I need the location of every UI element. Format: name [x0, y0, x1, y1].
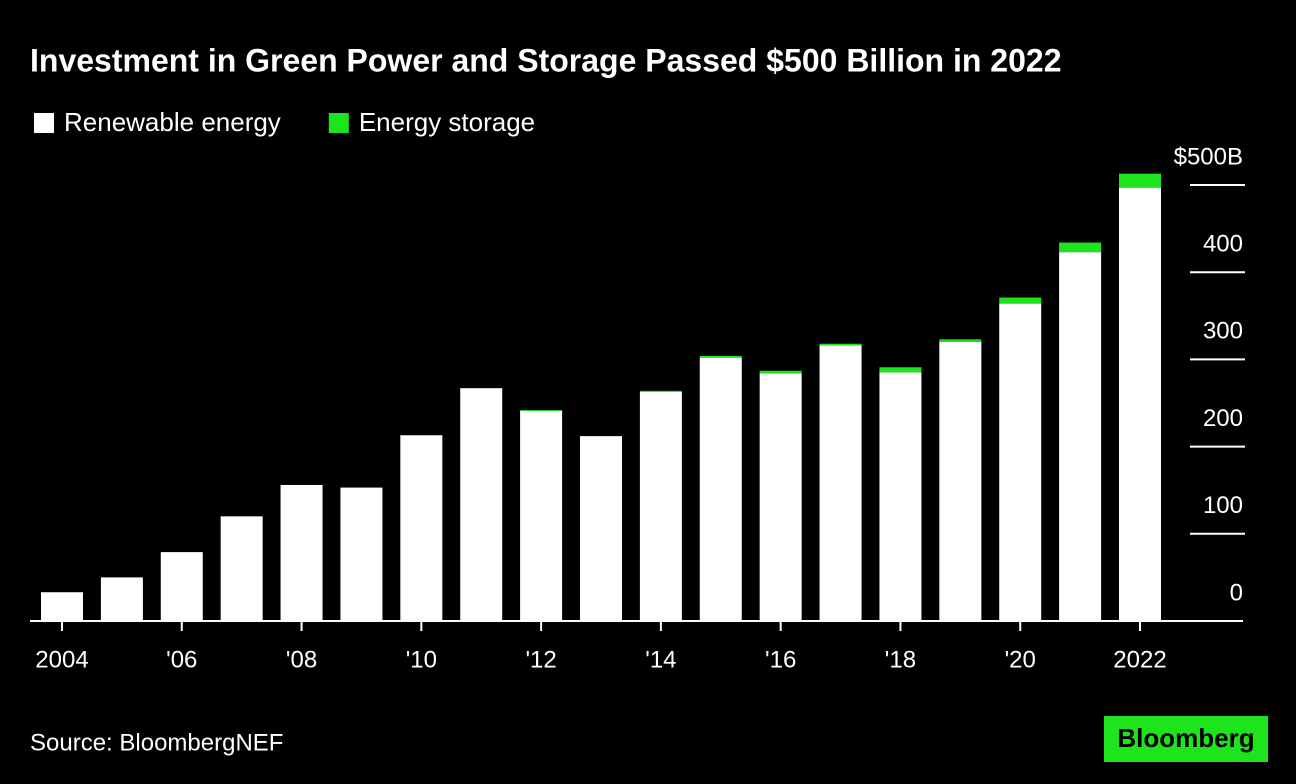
y-tick-label: 100: [1203, 492, 1243, 519]
legend-swatch: [34, 113, 54, 133]
bar-segment: [819, 343, 862, 346]
y-tick-label: 300: [1203, 318, 1243, 345]
bar-segment: [1059, 242, 1102, 253]
y-tick-label: 400: [1203, 231, 1243, 258]
bar-segment: [759, 373, 802, 621]
source: Source: BloombergNEF: [30, 729, 283, 756]
bar-segment: [580, 436, 622, 621]
bar-segment: [41, 592, 83, 621]
bar-segment: [819, 345, 862, 621]
bar-segment: [999, 297, 1042, 304]
bar-segment: [1119, 173, 1161, 188]
bar-segment: [639, 391, 682, 621]
bar-segment: [340, 487, 383, 621]
legend-label: Energy storage: [359, 107, 535, 137]
x-tick-label: '12: [525, 646, 556, 673]
bar-segment: [460, 388, 503, 621]
y-tick-label: $500B: [1174, 143, 1243, 170]
bar-segment: [520, 410, 563, 621]
x-tick-label: '10: [406, 646, 437, 673]
bar-segment: [160, 552, 203, 621]
logo: Bloomberg: [1117, 723, 1254, 753]
x-tick-label: '16: [765, 646, 796, 673]
bar-segment: [939, 339, 982, 342]
x-tick-label: '08: [286, 646, 317, 673]
legend-swatch: [328, 113, 349, 133]
bar-segment: [220, 516, 263, 621]
bar-segment: [400, 435, 443, 621]
x-tick-label: '14: [645, 646, 676, 673]
y-tick-label: 200: [1203, 405, 1243, 432]
chart-title: Investment in Green Power and Storage Pa…: [30, 42, 1061, 78]
x-tick-label: '06: [166, 646, 197, 673]
x-tick-label: 2004: [35, 646, 88, 673]
bar-segment: [879, 367, 922, 373]
x-tick-label: 2022: [1113, 646, 1166, 673]
logo-box: [1104, 716, 1268, 762]
bar-segment: [999, 303, 1042, 621]
bar-segment: [699, 357, 742, 621]
bar-segment: [879, 372, 922, 621]
bar-segment: [100, 577, 143, 621]
x-tick-label: '20: [1005, 646, 1036, 673]
bar-segment: [520, 409, 563, 411]
y-tick-label: 0: [1230, 579, 1243, 606]
legend-label: Renewable energy: [64, 107, 281, 137]
x-tick-label: '18: [885, 646, 916, 673]
bar-segment: [1119, 187, 1161, 621]
bar-segment: [1059, 252, 1102, 622]
bar-segment: [759, 370, 802, 374]
bar-segment: [939, 341, 982, 621]
bar-segment: [639, 390, 682, 392]
bar-segment: [280, 484, 323, 621]
bar-segment: [699, 355, 742, 358]
